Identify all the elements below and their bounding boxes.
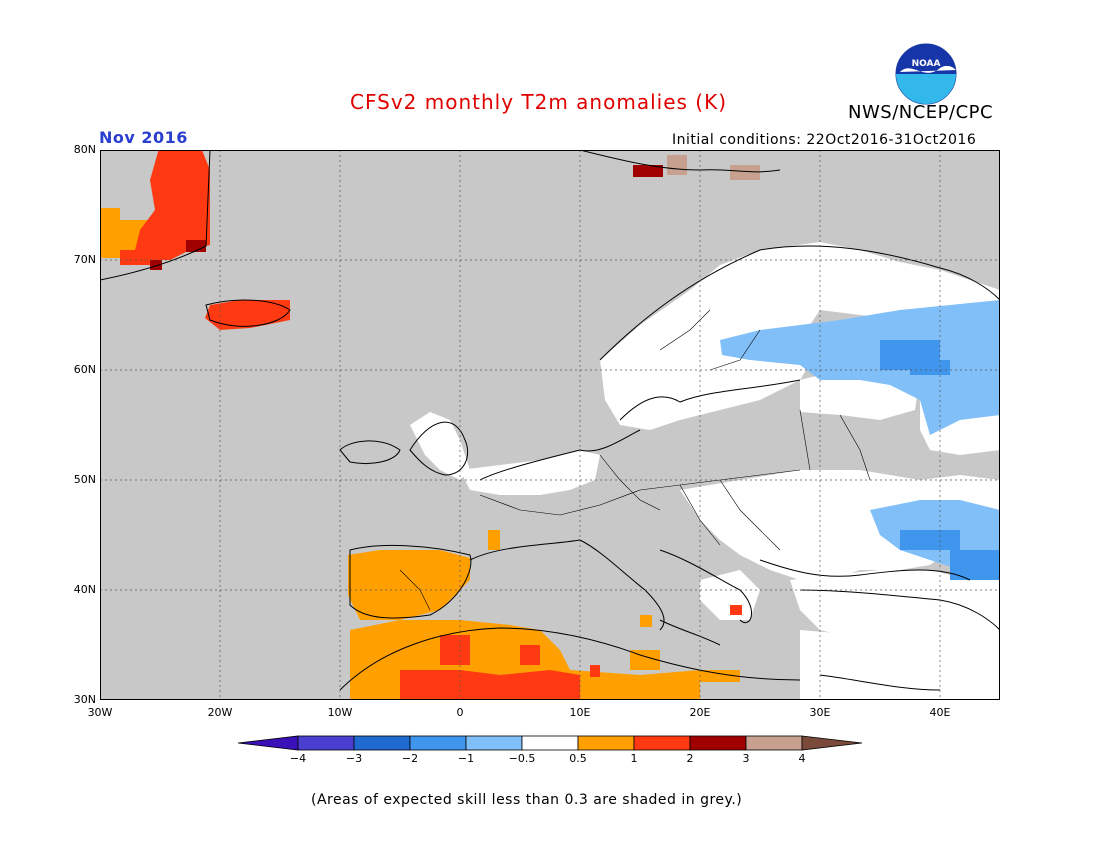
lat-label-30n: 30N	[73, 693, 96, 706]
initial-conditions: Initial conditions: 22Oct2016-31Oct2016	[672, 132, 977, 148]
map-title: CFSv2 monthly T2m anomalies (K)	[350, 90, 727, 114]
colorbar-tick-label: 0.5	[569, 752, 587, 765]
lon-label-10e: 10E	[569, 706, 591, 719]
warm-anomaly-darkred	[150, 165, 663, 270]
colorbar-tick-label: 3	[742, 752, 750, 765]
lon-label-0: 0	[456, 706, 464, 719]
warm-anomaly-red	[120, 150, 742, 700]
lon-label-10w: 10W	[327, 706, 353, 719]
lon-label-20e: 20E	[689, 706, 711, 719]
svg-text:NOAA: NOAA	[912, 59, 941, 69]
colorbar-swatch	[353, 735, 411, 751]
lat-label-80n: 80N	[73, 143, 96, 156]
colorbar-tick-label: 4	[798, 752, 806, 765]
colorbar-tick-label: 2	[686, 752, 694, 765]
colorbar-tick-label: −1	[457, 752, 475, 765]
colorbar-swatch	[633, 735, 691, 751]
warm-anomaly-tan	[667, 155, 760, 180]
colorbar-swatch	[689, 735, 747, 751]
colorbar-tick-label: −0.5	[508, 752, 536, 765]
anomaly-map	[100, 150, 1000, 700]
lon-label-30w: 30W	[87, 706, 113, 719]
colorbar	[238, 735, 862, 751]
colorbar-right-arrow	[801, 735, 862, 751]
lon-label-40e: 40E	[929, 706, 951, 719]
lat-label-60n: 60N	[73, 363, 96, 376]
lat-label-70n: 70N	[73, 253, 96, 266]
colorbar-swatch	[297, 735, 355, 751]
colorbar-swatch	[577, 735, 635, 751]
lat-lon-grid	[100, 150, 1000, 700]
colorbar-tick-label: −2	[401, 752, 419, 765]
lat-label-50n: 50N	[73, 473, 96, 486]
noaa-logo: NOAA	[895, 43, 957, 105]
colorbar-tick-label: 1	[630, 752, 638, 765]
colorbar-left-arrow	[238, 735, 299, 751]
colorbar-tick-label: −3	[345, 752, 363, 765]
forecast-month: Nov 2016	[99, 128, 188, 147]
colorbar-tick-label: −4	[289, 752, 307, 765]
lon-label-30e: 30E	[809, 706, 831, 719]
lon-label-20w: 20W	[207, 706, 233, 719]
skill-footnote: (Areas of expected skill less than 0.3 a…	[311, 792, 743, 808]
colorbar-swatch	[409, 735, 467, 751]
coastlines	[100, 150, 1000, 691]
agency-label: NWS/NCEP/CPC	[848, 102, 994, 123]
colorbar-swatch	[465, 735, 523, 751]
colorbar-swatch	[521, 735, 579, 751]
colorbar-swatch	[745, 735, 803, 751]
lat-label-40n: 40N	[73, 583, 96, 596]
